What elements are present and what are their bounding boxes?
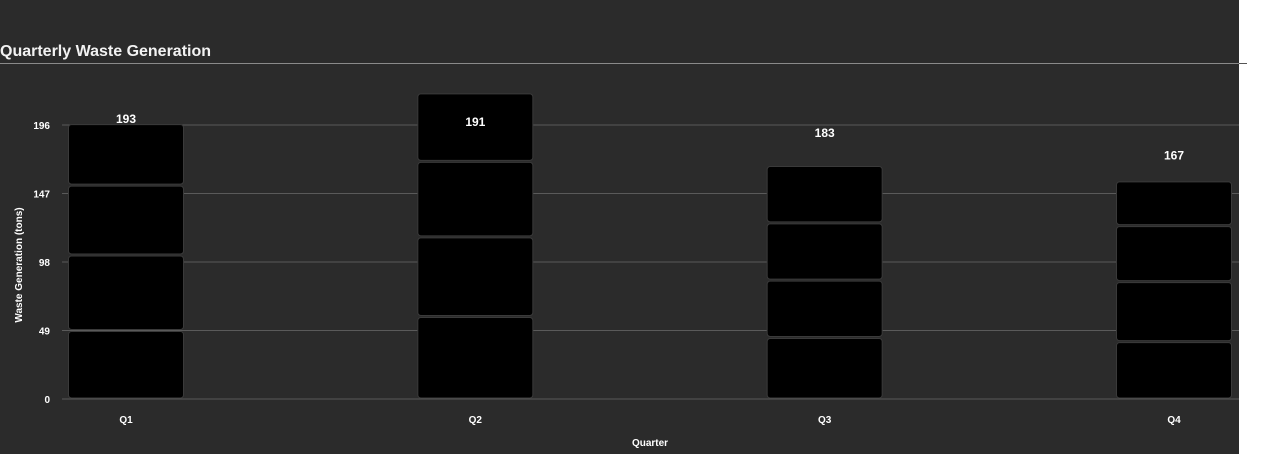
bar-value-label: 193 [116, 112, 136, 126]
bar-segment [417, 237, 534, 317]
bar-segment [417, 161, 534, 237]
bar-segment [766, 223, 883, 280]
edge-mark [1239, 63, 1247, 64]
y-axis-ticks: 0 49 98 147 196 [33, 121, 50, 406]
x-tick-label: Q3 [818, 415, 832, 426]
bar-segment [68, 331, 184, 399]
y-axis-label: Waste Generation (tons) [14, 207, 25, 322]
bar-segment [68, 255, 184, 330]
bar-segment [766, 166, 883, 223]
x-axis-label: Quarter [632, 438, 668, 449]
bar-segment [417, 93, 534, 161]
bar-chart: 0 49 98 147 196 193 191 183 167 Q1 Q2 Q3 Q4 Waste … [14, 93, 1239, 449]
x-tick-label: Q2 [469, 415, 483, 426]
bar-value-label: 167 [1164, 149, 1184, 163]
x-tick-label: Q1 [119, 415, 133, 426]
bar-segment [1116, 181, 1232, 226]
x-tick-label: Q4 [1167, 415, 1181, 426]
y-tick-label: 98 [39, 258, 51, 269]
y-tick-label: 196 [33, 121, 50, 132]
bar-segment [68, 124, 184, 185]
y-tick-label: 0 [44, 395, 50, 406]
bar-value-label: 191 [465, 115, 485, 129]
bar-segment [766, 337, 883, 399]
bar-segment [766, 280, 883, 337]
y-tick-label: 49 [39, 327, 51, 338]
chart-panel: Quarterly Waste Generation 0 49 98 147 196 1… [0, 0, 1239, 454]
title-divider [0, 63, 1239, 64]
x-axis-ticks: Q1 Q2 Q3 Q4 [119, 415, 1181, 426]
grid-lines [62, 124, 1239, 400]
bar-value-labels: 193 191 183 167 [116, 112, 1184, 162]
bar-segment [1116, 282, 1232, 342]
bar-segment [1116, 342, 1232, 399]
bar-segment [1116, 226, 1232, 282]
chart-title: Quarterly Waste Generation [0, 43, 212, 60]
bar-value-label: 183 [815, 126, 835, 140]
bar-segment [68, 185, 184, 255]
y-tick-label: 147 [33, 190, 50, 201]
bars [68, 93, 1232, 399]
bar-segment [417, 317, 534, 399]
